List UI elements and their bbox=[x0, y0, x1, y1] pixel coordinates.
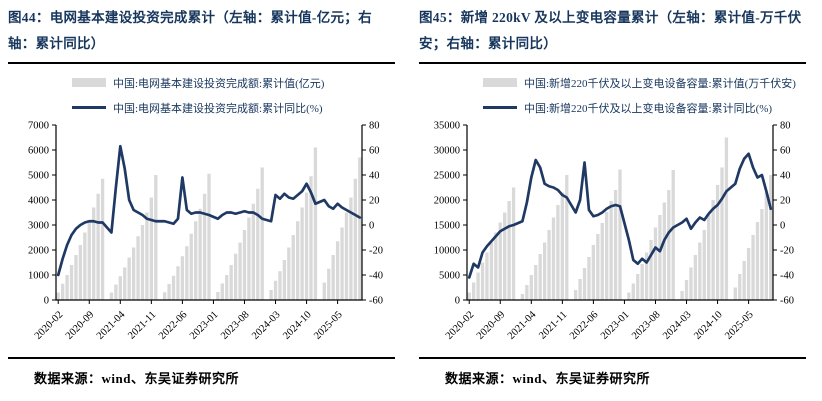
svg-text:2025-05: 2025-05 bbox=[312, 309, 345, 342]
svg-text:10000: 10000 bbox=[434, 245, 460, 256]
svg-text:6000: 6000 bbox=[28, 145, 49, 156]
svg-text:3000: 3000 bbox=[28, 220, 49, 231]
divider-bottom-left bbox=[8, 356, 395, 359]
svg-text:5000: 5000 bbox=[28, 170, 49, 181]
svg-text:2024-10: 2024-10 bbox=[281, 309, 314, 342]
svg-text:2021-04: 2021-04 bbox=[95, 308, 128, 341]
svg-text:20: 20 bbox=[369, 195, 380, 206]
legend-item-line: 中国:电网基本建设投资完成额:累计同比(%) bbox=[72, 100, 395, 116]
svg-text:40: 40 bbox=[369, 170, 380, 181]
svg-text:2021-04: 2021-04 bbox=[506, 308, 539, 341]
figure-45-title: 图45：新增 220kV 及以上变电容量累计（左轴：累计值-万千伏安；右轴：累计… bbox=[419, 10, 802, 52]
svg-text:-20: -20 bbox=[369, 245, 383, 256]
svg-text:5000: 5000 bbox=[439, 270, 460, 281]
svg-text:2020-09: 2020-09 bbox=[64, 309, 97, 342]
svg-text:2023-01: 2023-01 bbox=[599, 309, 632, 342]
svg-text:7000: 7000 bbox=[28, 120, 49, 131]
figure-44-data-source: 数据来源：wind、东吴证券研究所 bbox=[34, 370, 239, 386]
figure-45-legend: 中国:新增220千伏及以上变电设备容量:累计值(万千伏安) 中国:新增220千伏… bbox=[483, 75, 806, 116]
svg-text:-20: -20 bbox=[780, 245, 794, 256]
svg-text:0: 0 bbox=[780, 220, 785, 231]
svg-text:35000: 35000 bbox=[434, 120, 460, 131]
line-swatch-icon bbox=[483, 105, 517, 110]
figure-45-chart-canvas: 0 5000 10000 15000 20000 25000 30000 35000 -60 -4… bbox=[434, 120, 794, 342]
svg-text:25000: 25000 bbox=[434, 170, 460, 181]
legend-item-bar: 中国:电网基本建设投资完成额:累计值(亿元) bbox=[72, 75, 395, 91]
svg-text:1000: 1000 bbox=[28, 270, 49, 281]
svg-text:2020-09: 2020-09 bbox=[475, 309, 508, 342]
svg-text:2025-05: 2025-05 bbox=[723, 309, 756, 342]
legend-line-label: 中国:新增220千伏及以上变电设备容量:累计同比(%) bbox=[524, 102, 773, 115]
svg-text:2024-10: 2024-10 bbox=[692, 309, 725, 342]
legend-item-line: 中国:新增220千伏及以上变电设备容量:累计同比(%) bbox=[483, 100, 806, 116]
legend-bar-label: 中国:新增220千伏及以上变电设备容量:累计值(万千伏安) bbox=[524, 77, 796, 90]
svg-text:2021-11: 2021-11 bbox=[126, 309, 158, 341]
divider-bottom-right bbox=[419, 356, 806, 359]
legend-line-label: 中国:电网基本建设投资完成额:累计同比(%) bbox=[113, 102, 323, 115]
bar-swatch-icon bbox=[483, 78, 517, 88]
svg-text:80: 80 bbox=[780, 120, 791, 131]
svg-text:0: 0 bbox=[369, 220, 374, 231]
legend-bar-label: 中国:电网基本建设投资完成额:累计值(亿元) bbox=[113, 77, 325, 90]
svg-text:60: 60 bbox=[369, 145, 380, 156]
svg-text:20000: 20000 bbox=[434, 195, 460, 206]
svg-text:0: 0 bbox=[455, 295, 460, 306]
svg-text:80: 80 bbox=[369, 120, 380, 131]
divider-top-right bbox=[419, 61, 806, 64]
svg-text:2000: 2000 bbox=[28, 245, 49, 256]
svg-text:30000: 30000 bbox=[434, 145, 460, 156]
report-figures-row: 图44：电网基本建设投资完成累计（左轴：累计值-亿元；右轴：累计同比） 中国:电… bbox=[0, 0, 822, 387]
svg-text:2023-01: 2023-01 bbox=[188, 309, 221, 342]
line-swatch-icon bbox=[72, 105, 106, 110]
svg-text:20: 20 bbox=[780, 195, 791, 206]
svg-text:60: 60 bbox=[780, 145, 791, 156]
svg-text:2022-06: 2022-06 bbox=[157, 309, 190, 342]
svg-text:15000: 15000 bbox=[434, 220, 460, 231]
figure-44-chart-canvas: 0 1000 2000 3000 4000 5000 6000 7000 -60 -40 -20 0 2… bbox=[28, 120, 383, 342]
divider-top-left bbox=[8, 61, 395, 64]
figure-44-title: 图44：电网基本建设投资完成累计（左轴：累计值-亿元；右轴：累计同比） bbox=[8, 10, 372, 52]
svg-text:2021-11: 2021-11 bbox=[537, 309, 569, 341]
figure-45-data-source: 数据来源：wind、东吴证券研究所 bbox=[445, 370, 650, 386]
svg-text:2024-03: 2024-03 bbox=[250, 309, 283, 342]
svg-text:4000: 4000 bbox=[28, 195, 49, 206]
legend-item-bar: 中国:新增220千伏及以上变电设备容量:累计值(万千伏安) bbox=[483, 75, 806, 91]
svg-text:2023-08: 2023-08 bbox=[219, 309, 252, 342]
figure-45-panel: 图45：新增 220kV 及以上变电容量累计（左轴：累计值-万千伏安；右轴：累计… bbox=[411, 0, 822, 387]
svg-text:2024-03: 2024-03 bbox=[661, 309, 694, 342]
bar-swatch-icon bbox=[72, 78, 106, 88]
figure-44-panel: 图44：电网基本建设投资完成累计（左轴：累计值-亿元；右轴：累计同比） 中国:电… bbox=[0, 0, 411, 387]
svg-text:40: 40 bbox=[780, 170, 791, 181]
svg-text:2020-02: 2020-02 bbox=[444, 309, 477, 342]
svg-text:0: 0 bbox=[44, 295, 49, 306]
figure-44-legend: 中国:电网基本建设投资完成额:累计值(亿元) 中国:电网基本建设投资完成额:累计… bbox=[72, 75, 395, 116]
svg-text:-60: -60 bbox=[780, 295, 794, 306]
svg-text:-60: -60 bbox=[369, 295, 383, 306]
svg-text:2023-08: 2023-08 bbox=[630, 309, 663, 342]
svg-text:-40: -40 bbox=[780, 270, 794, 281]
svg-text:-40: -40 bbox=[369, 270, 383, 281]
svg-text:2020-02: 2020-02 bbox=[33, 309, 66, 342]
svg-text:2022-06: 2022-06 bbox=[568, 309, 601, 342]
